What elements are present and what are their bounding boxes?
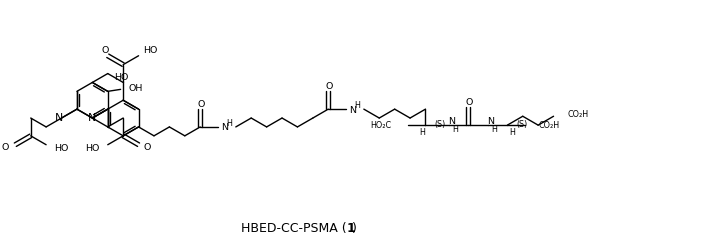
Text: (S): (S) <box>434 120 446 129</box>
Text: O: O <box>143 143 151 152</box>
Text: N: N <box>448 117 455 126</box>
Text: CO₂H: CO₂H <box>567 110 588 119</box>
Text: O: O <box>325 82 333 91</box>
Text: H: H <box>420 128 426 136</box>
Text: HO: HO <box>54 144 68 153</box>
Text: HO: HO <box>114 73 128 82</box>
Text: O: O <box>466 98 473 107</box>
Text: H: H <box>226 120 232 129</box>
Text: N: N <box>55 113 63 123</box>
Text: ): ) <box>352 222 357 235</box>
Text: OH: OH <box>128 84 143 93</box>
Text: H: H <box>354 101 360 110</box>
Text: H: H <box>492 125 498 134</box>
Text: HO₂C: HO₂C <box>371 121 392 130</box>
Text: N: N <box>221 123 228 132</box>
Text: 1: 1 <box>346 222 355 235</box>
Text: O: O <box>2 143 9 152</box>
Text: H: H <box>453 125 459 134</box>
Text: N: N <box>487 117 494 126</box>
Text: O: O <box>101 46 109 55</box>
Text: N: N <box>89 113 96 123</box>
Text: N: N <box>349 106 356 115</box>
Text: CO₂H: CO₂H <box>539 121 560 130</box>
Text: H: H <box>509 128 516 136</box>
Text: HBED-CC-PSMA (: HBED-CC-PSMA ( <box>240 222 346 235</box>
Text: HO: HO <box>143 46 158 55</box>
Text: (S): (S) <box>516 120 528 129</box>
Text: O: O <box>197 100 205 109</box>
Text: HO: HO <box>86 144 100 153</box>
